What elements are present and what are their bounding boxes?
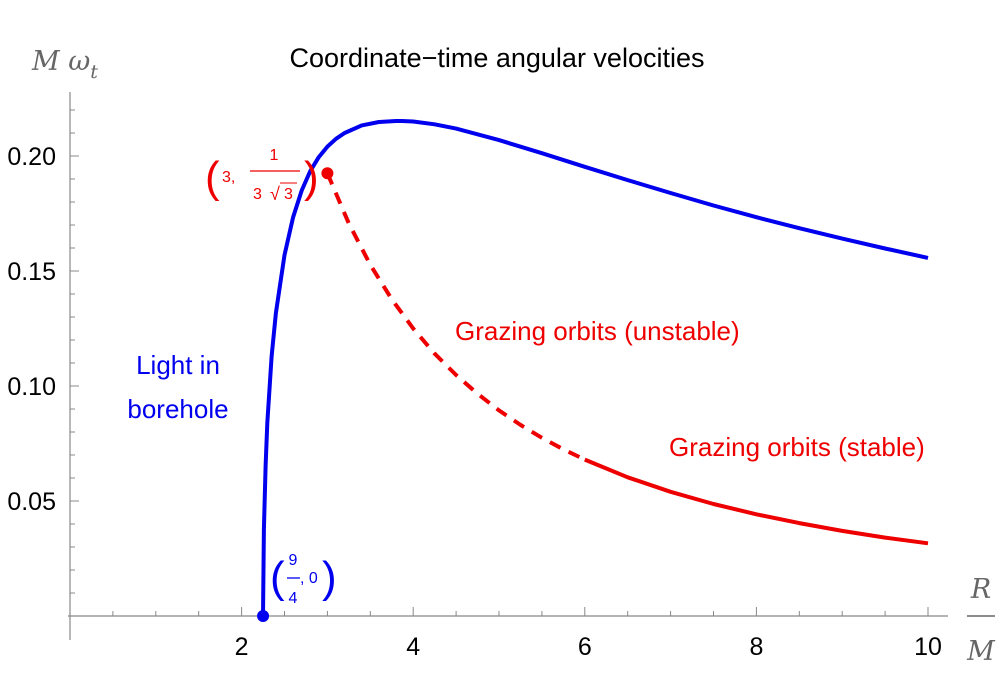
y-axis-label: M ωt [31,46,98,83]
red-point-label: ( 3, 1 3 √ 3 ) [205,147,319,204]
y-tick-label: 0.10 [7,373,56,401]
unstable-orbit-line [325,172,586,462]
blue-point-label: ( 9 4 , 0 ) [270,552,337,607]
red-point-label-denominator: 3 [253,186,262,203]
y-ticks: 0.05 0.10 0.15 0.20 [7,109,79,594]
blue-point-label-numerator: 9 [289,552,298,569]
red-point-label-sqrt-arg: 3 [284,186,293,203]
x-axis-label-numerator: R [970,574,991,605]
x-ticks: 2 4 6 8 10 [112,607,942,661]
y-tick-label: 0.05 [7,488,56,516]
y-axis-label-m: M [31,46,68,77]
y-tick-label: 0.20 [7,143,56,171]
x-tick-label: 2 [235,633,249,661]
y-tick-label: 0.15 [7,258,56,286]
blue-point-label-left-paren: ( [270,553,285,602]
x-tick-label: 10 [914,633,942,661]
red-point-marker [321,167,334,180]
y-axis-label-subscript: t [90,61,98,83]
series-layer [257,119,929,622]
stable-orbit-line [584,457,929,546]
x-tick-label: 4 [406,633,420,661]
blue-point-label-denominator: 4 [289,590,298,607]
y-axis-label-omega: ω [68,46,90,77]
x-tick-label: 6 [578,633,592,661]
stable-orbits-label: Grazing orbits (stable) [669,432,925,462]
x-axis-label-denominator: M [966,636,996,667]
chart-title: Coordinate−time angular velocities [290,43,705,73]
light-borehole-line [261,119,929,617]
light-borehole-label-line1: Light in [136,350,220,380]
red-point-label-numerator: 1 [270,147,279,164]
red-point-label-x: 3, [222,169,235,186]
red-point-label-sqrt-sign: √ [270,184,280,204]
red-point-label-right-paren: ) [304,153,319,202]
blue-point-label-right-paren: ) [322,553,337,602]
unstable-orbits-label: Grazing orbits (unstable) [455,316,740,346]
x-tick-label: 8 [749,633,763,661]
blue-point-label-y: , 0 [300,570,318,587]
blue-point-marker [257,610,270,622]
light-borehole-label-line2: borehole [127,394,228,424]
red-point-label-left-paren: ( [205,153,220,202]
